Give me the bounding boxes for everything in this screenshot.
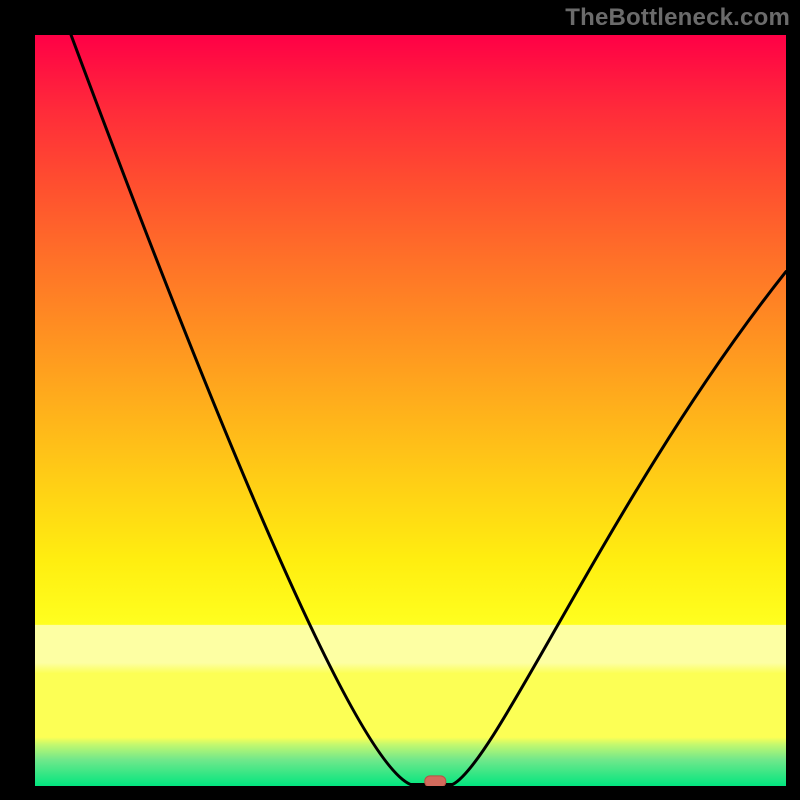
optimal-marker — [425, 776, 446, 786]
curve-svg — [35, 35, 786, 786]
bottleneck-curve — [71, 35, 786, 784]
plot-area — [35, 35, 786, 786]
watermark-text: TheBottleneck.com — [565, 4, 790, 32]
